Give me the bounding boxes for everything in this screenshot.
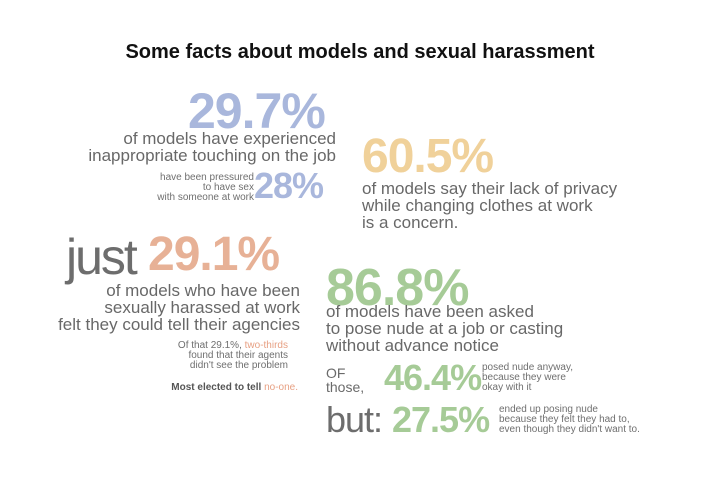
text-lead: Most elected to tell (171, 382, 262, 393)
text-line: posed nude anyway, (482, 362, 573, 373)
text-line: to pose nude at a job or casting (326, 319, 564, 338)
stat-felt-had-to: 27.5% (392, 399, 490, 440)
stat-posed-anyway: 46.4% (384, 357, 482, 398)
text-line: didn't see the problem (189, 360, 288, 371)
of-those-label: OF those, (326, 366, 364, 394)
told-no-one-text: Most elected to tell no-one. (100, 382, 298, 393)
text-line: even though they didn't want to. (499, 424, 640, 435)
text-lead: Of that 29.1%, (177, 340, 242, 351)
felt-had-to-text: ended up posing nude because they felt t… (499, 405, 640, 435)
text-line: Of that 29.1%, two-thirds (120, 341, 288, 351)
text-line: without advance notice (326, 336, 499, 355)
inappropriate-touching-text: of models have experienced inappropriate… (40, 130, 336, 164)
privacy-concern-text: of models say their lack of privacy whil… (362, 180, 617, 231)
text-line: is a concern. (362, 213, 459, 232)
text-line: those, (326, 379, 365, 395)
text-line: of models have been asked (326, 302, 534, 321)
text-line: felt they could tell their agencies (58, 315, 300, 334)
page-title: Some facts about models and sexual haras… (125, 41, 595, 63)
stat-asked-to-pose-nude: 86.8% (326, 259, 469, 317)
text-line: because they felt they had to, (499, 414, 630, 425)
tell-agencies-text: of models who have been sexually harasse… (14, 282, 300, 333)
stat-tell-agencies: 29.1% (148, 228, 280, 281)
stat-privacy-concern: 60.5% (362, 130, 494, 183)
text-line: OF (326, 365, 346, 381)
text-line: sexually harassed at work (104, 298, 300, 317)
but-prefix: but: (326, 399, 383, 440)
text-line: of models who have been (106, 281, 300, 300)
text-line: of models have experienced (123, 129, 336, 148)
no-one-highlight: no-one. (264, 382, 298, 393)
posed-anyway-text: posed nude anyway, because they were oka… (482, 363, 573, 393)
text-line: of models say their lack of privacy (362, 179, 618, 198)
pressured-text: have been pressured to have sex with som… (120, 173, 254, 203)
text-line: have been pressured (160, 172, 254, 183)
text-line: while changing clothes at work (362, 196, 593, 215)
text-line: to have sex (202, 182, 254, 193)
stat-inappropriate-touching: 29.7% (188, 83, 326, 139)
text-line: found that their agents (188, 350, 288, 361)
two-thirds-highlight: two-thirds (244, 340, 288, 351)
text-line: because they were (482, 372, 566, 383)
just-prefix: just (66, 229, 138, 285)
text-line: with someone at work (157, 192, 254, 203)
text-line: ended up posing nude (499, 404, 598, 415)
asked-to-pose-nude-text: of models have been asked to pose nude a… (326, 303, 563, 354)
text-line: okay with it (482, 382, 532, 393)
agents-problem-text: Of that 29.1%, two-thirds found that the… (120, 341, 288, 371)
text-line: inappropriate touching on the job (88, 146, 336, 165)
stat-pressured: 28% (254, 165, 324, 206)
